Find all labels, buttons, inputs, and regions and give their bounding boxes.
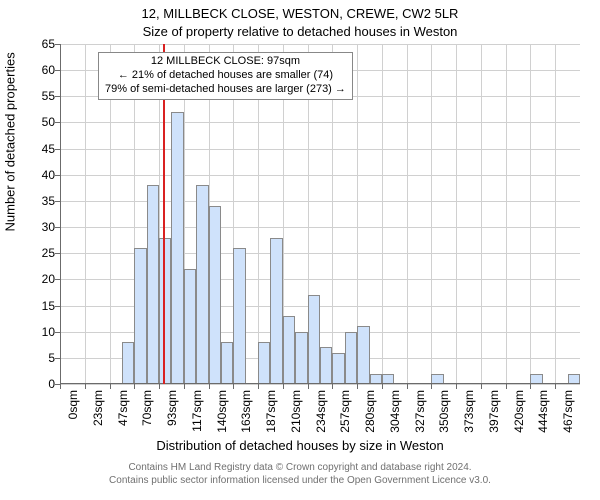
y-tick-label: 45: [15, 142, 55, 156]
y-tick-label: 50: [15, 115, 55, 129]
y-tick-label: 25: [15, 246, 55, 260]
x-tick-mark: [209, 384, 210, 389]
histogram-bar: [196, 185, 208, 384]
x-tick-mark: [258, 384, 259, 389]
x-tick-mark: [233, 384, 234, 389]
plot-area: 12 MILLBECK CLOSE: 97sqm← 21% of detache…: [60, 44, 580, 384]
x-tick-mark: [184, 384, 185, 389]
y-tick-label: 60: [15, 63, 55, 77]
title-line-2: Size of property relative to detached ho…: [0, 24, 600, 39]
x-tick-mark: [456, 384, 457, 389]
callout-line: 79% of semi-detached houses are larger (…: [105, 83, 346, 97]
footer-credits: Contains HM Land Registry data © Crown c…: [0, 462, 600, 487]
x-tick-mark: [60, 384, 61, 389]
histogram-bar: [159, 238, 171, 384]
y-tick-label: 35: [15, 194, 55, 208]
x-tick-mark: [506, 384, 507, 389]
histogram-bar: [258, 342, 270, 384]
histogram-bar: [221, 342, 233, 384]
x-tick-mark: [110, 384, 111, 389]
y-tick-label: 65: [15, 37, 55, 51]
y-tick-label: 40: [15, 168, 55, 182]
footer-line-2: Contains public sector information licen…: [0, 475, 600, 488]
histogram-bar: [134, 248, 146, 384]
x-tick-mark: [530, 384, 531, 389]
y-tick-label: 30: [15, 220, 55, 234]
x-tick-mark: [283, 384, 284, 389]
chart-container: 12, MILLBECK CLOSE, WESTON, CREWE, CW2 5…: [0, 0, 600, 500]
x-axis-title: Distribution of detached houses by size …: [0, 438, 600, 453]
x-tick-mark: [382, 384, 383, 389]
histogram-bar: [209, 206, 221, 384]
y-tick-label: 20: [15, 272, 55, 286]
x-tick-mark: [481, 384, 482, 389]
x-tick-mark: [85, 384, 86, 389]
histogram-bar: [233, 248, 245, 384]
callout-line: ← 21% of detached houses are smaller (74…: [105, 69, 346, 83]
gridline-h: [60, 384, 580, 385]
y-tick-label: 55: [15, 89, 55, 103]
x-tick-mark: [555, 384, 556, 389]
x-tick-mark: [431, 384, 432, 389]
x-tick-mark: [134, 384, 135, 389]
x-tick-mark: [407, 384, 408, 389]
histogram-bar: [345, 332, 357, 384]
histogram-bar: [283, 316, 295, 384]
y-tick-label: 5: [15, 351, 55, 365]
x-tick-mark: [308, 384, 309, 389]
x-tick-mark: [332, 384, 333, 389]
y-tick-label: 15: [15, 299, 55, 313]
x-tick-mark: [357, 384, 358, 389]
y-axis-line: [60, 44, 61, 384]
y-tick-label: 10: [15, 325, 55, 339]
histogram-bar: [357, 326, 369, 384]
footer-line-1: Contains HM Land Registry data © Crown c…: [0, 462, 600, 475]
histogram-bar: [332, 353, 344, 384]
histogram-bar: [171, 112, 183, 384]
histogram-bar: [270, 238, 282, 384]
callout-box: 12 MILLBECK CLOSE: 97sqm← 21% of detache…: [98, 52, 353, 100]
histogram-bar: [184, 269, 196, 384]
histogram-bar: [320, 347, 332, 384]
title-line-1: 12, MILLBECK CLOSE, WESTON, CREWE, CW2 5…: [0, 6, 600, 21]
histogram-bar: [147, 185, 159, 384]
x-axis-line: [60, 383, 580, 384]
histogram-bar: [122, 342, 134, 384]
y-tick-label: 0: [15, 377, 55, 391]
x-tick-mark: [159, 384, 160, 389]
histogram-bar: [308, 295, 320, 384]
histogram-bar: [295, 332, 307, 384]
callout-line: 12 MILLBECK CLOSE: 97sqm: [105, 55, 346, 69]
